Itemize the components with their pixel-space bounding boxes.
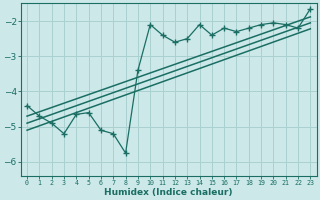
X-axis label: Humidex (Indice chaleur): Humidex (Indice chaleur) [104, 188, 233, 197]
